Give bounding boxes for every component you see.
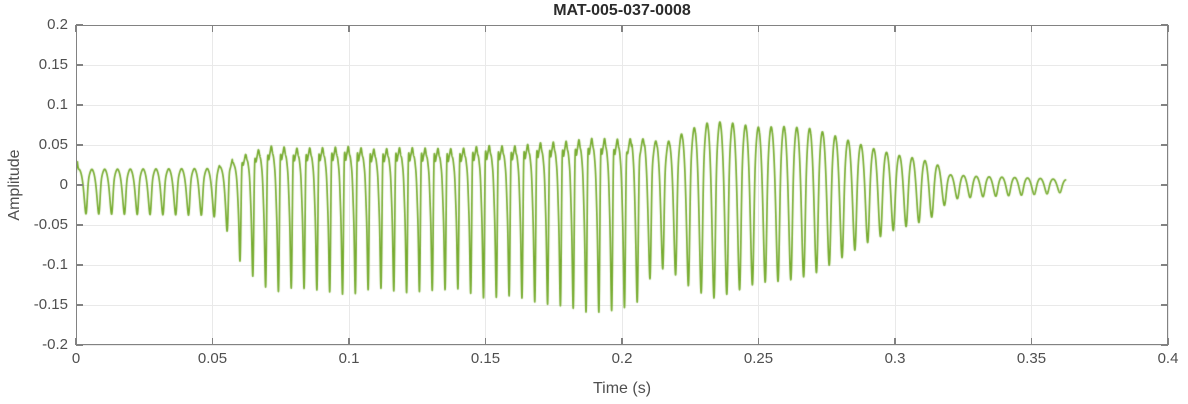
x-tick-label: 0.3 xyxy=(884,350,906,367)
tick-mark xyxy=(894,338,896,345)
tick-mark xyxy=(484,338,487,345)
tick-mark xyxy=(76,304,83,306)
waveform-canvas xyxy=(76,25,1168,345)
tick-mark xyxy=(76,344,83,346)
gridline-vertical xyxy=(1167,25,1169,345)
x-tick-label: 0 xyxy=(71,350,81,367)
tick-mark xyxy=(1030,25,1033,32)
tick-mark xyxy=(76,104,83,106)
tick-mark xyxy=(76,264,83,266)
tick-mark xyxy=(1161,224,1168,226)
tick-mark xyxy=(1167,25,1169,32)
plot-area xyxy=(75,24,1169,346)
x-tick-labels: 0 0.05 0.1 0.15 0.2 0.25 0.3 0.35 0.4 xyxy=(72,350,1179,370)
tick-mark xyxy=(76,224,83,226)
tick-mark xyxy=(211,25,214,32)
x-tick-label: 0.25 xyxy=(743,350,774,367)
y-tick-label: -0.1 xyxy=(42,256,68,273)
tick-mark xyxy=(348,338,350,345)
tick-mark xyxy=(76,24,83,26)
tick-mark xyxy=(757,338,760,345)
y-tick-label: -0.05 xyxy=(33,216,68,233)
y-tick-label: 0.15 xyxy=(38,56,68,73)
y-tick-label: 0.2 xyxy=(47,16,68,33)
tick-mark xyxy=(1161,24,1168,26)
y-tick-label: 0 xyxy=(59,176,68,193)
x-axis-label: Time (s) xyxy=(592,380,652,397)
tick-mark xyxy=(211,338,214,345)
x-tick-label: 0.35 xyxy=(1016,350,1047,367)
tick-mark xyxy=(1161,264,1168,266)
tick-mark xyxy=(757,25,760,32)
y-tick-label: -0.2 xyxy=(42,336,68,353)
tick-mark xyxy=(484,25,487,32)
tick-mark xyxy=(1167,338,1169,345)
tick-mark xyxy=(894,25,896,32)
y-tick-label: 0.05 xyxy=(38,136,68,153)
tick-mark xyxy=(621,338,623,345)
tick-mark xyxy=(1030,338,1033,345)
tick-mark xyxy=(76,64,83,66)
x-tick-label: 0.15 xyxy=(470,350,501,367)
chart-title: MAT-005-037-0008 xyxy=(553,2,691,19)
x-tick-label: 0.1 xyxy=(338,350,360,367)
x-tick-label: 0.2 xyxy=(611,350,633,367)
tick-mark xyxy=(76,184,83,186)
tick-mark xyxy=(1161,304,1168,306)
y-tick-label: -0.15 xyxy=(33,296,68,313)
tick-mark xyxy=(1161,144,1168,146)
tick-mark xyxy=(348,25,350,32)
x-tick-label: 0.05 xyxy=(197,350,228,367)
tick-mark xyxy=(75,25,77,32)
x-tick-label: 0.4 xyxy=(1157,350,1179,367)
tick-mark xyxy=(621,25,623,32)
y-tick-labels: -0.2 -0.15 -0.1 -0.05 0 0.05 0.1 0.15 0.2 xyxy=(0,16,68,353)
tick-mark xyxy=(75,338,77,345)
y-tick-label: 0.1 xyxy=(47,96,68,113)
tick-mark xyxy=(1161,184,1168,186)
tick-mark xyxy=(1161,344,1168,346)
gridline-horizontal xyxy=(76,344,1168,346)
tick-mark xyxy=(76,144,83,146)
tick-mark xyxy=(1161,64,1168,66)
tick-mark xyxy=(1161,104,1168,106)
